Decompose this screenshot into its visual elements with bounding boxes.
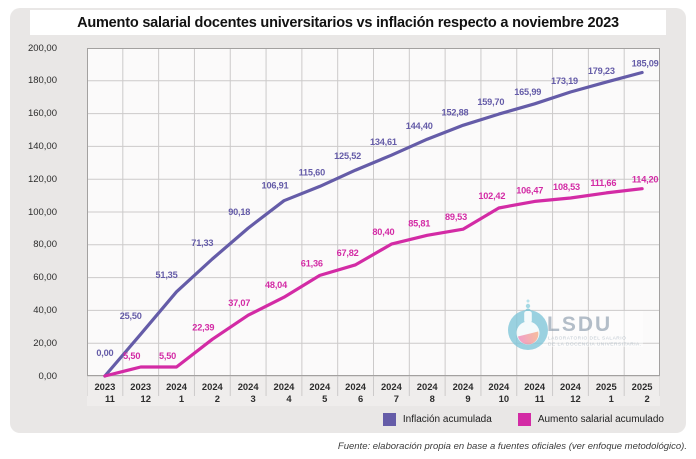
legend-item-salary: Aumento salarial acumulado [517, 412, 664, 426]
x-axis-tick-label: 2024 5 [309, 381, 331, 404]
data-label: 111,66 [590, 178, 616, 188]
salary-swatch-icon [517, 412, 531, 426]
x-axis-tick-label: 2024 7 [381, 381, 403, 404]
legend: Inflación acumulada Aumento salarial acu… [382, 410, 664, 428]
x-axis-tick-label: 2025 2 [632, 381, 653, 404]
legend-label-inflation: Inflación acumulada [402, 413, 492, 425]
plot-border [87, 48, 660, 376]
data-label: 125,52 [334, 151, 361, 161]
y-axis-tick-label: 80,00 [33, 239, 57, 251]
source-note: Fuente: elaboración propia en base a fue… [337, 441, 687, 452]
y-axis-tick-label: 120,00 [27, 173, 57, 185]
x-axis-tick-label: 2024 3 [238, 381, 260, 404]
data-label: 165,99 [514, 87, 541, 97]
page-title: Aumento salarial docentes universitarios… [77, 14, 619, 31]
data-label: 80,40 [372, 227, 394, 237]
data-label: 89,53 [445, 212, 467, 222]
data-label: 134,61 [370, 137, 397, 147]
data-label: 5,50 [123, 351, 140, 361]
data-label: 173,19 [551, 76, 578, 86]
data-label: 185,09 [632, 59, 659, 69]
data-label: 51,35 [156, 270, 178, 280]
data-label: 85,81 [408, 218, 430, 228]
chart-canvas: 2023 11 2023 12 2024 1 2024 2 2024 3 2024 4 2024 5 202… [87, 48, 660, 406]
lsdu-logo: LSDU LABORATORIO DEL SALARIO DE LA DOCEN… [508, 299, 643, 350]
data-label: 71,33 [191, 238, 213, 248]
y-axis-tick-label: 60,00 [33, 272, 57, 284]
legend-label-salary: Aumento salarial acumulado [537, 413, 664, 425]
x-axis-tick-label: 2023 11 [94, 381, 115, 404]
y-axis-tick-label: 40,00 [33, 304, 57, 316]
data-label: 102,42 [478, 191, 505, 201]
data-labels-inflation: 0,00 25,50 51,35 71,33 90,18 106,91 115,60 125,… [96, 59, 658, 359]
x-axis: 2023 11 2023 12 2024 1 2024 2 2024 3 2024 4 2024 5 202… [94, 381, 652, 404]
data-label: 61,36 [301, 258, 323, 268]
gridlines [87, 48, 660, 396]
data-label: 114,20 [632, 175, 658, 185]
data-label: 106,91 [262, 181, 289, 191]
data-label: 5,50 [159, 351, 176, 361]
lsdu-acronym: LSDU [547, 313, 612, 336]
x-axis-tick-label: 2024 12 [560, 381, 582, 404]
lsdu-subtitle-line1: LABORATORIO DEL SALARIO [548, 336, 626, 342]
data-label: 37,07 [228, 298, 250, 308]
y-axis: 0,00 20,00 40,00 60,00 80,00 100,00 120,00 140,… [10, 0, 57, 433]
data-labels-salary: 5,50 5,50 22,39 37,07 48,04 61,36 67,82 80,40 85… [123, 175, 658, 361]
x-axis-tick-label: 2024 9 [453, 381, 475, 404]
x-axis-tick-label: 2024 2 [202, 381, 224, 404]
x-axis-tick-label: 2023 12 [130, 381, 151, 404]
y-axis-tick-label: 100,00 [27, 206, 57, 218]
data-label: 106,47 [516, 185, 543, 195]
data-label: 179,23 [588, 66, 615, 76]
data-label: 115,60 [299, 167, 325, 177]
inflation-line [103, 70, 644, 378]
flask-icon [508, 299, 548, 350]
salary-line [103, 187, 644, 378]
watermark-backdrop [543, 311, 643, 347]
lsdu-subtitle-line2: DE LA DOCENCIA UNIVERSITARIA. [548, 342, 642, 348]
y-axis-tick-label: 200,00 [27, 42, 57, 54]
x-axis-tick-label: 2024 6 [345, 381, 367, 404]
data-label: 108,53 [553, 182, 580, 192]
inflation-swatch-icon [382, 412, 396, 426]
x-axis-tick-label: 2024 1 [166, 381, 188, 404]
data-label: 48,04 [265, 280, 288, 290]
y-axis-tick-label: 0,00 [38, 370, 58, 382]
data-label: 22,39 [192, 322, 214, 332]
y-axis-tick-label: 180,00 [27, 75, 57, 87]
data-label: 152,88 [442, 107, 469, 117]
y-axis-tick-label: 160,00 [27, 108, 57, 120]
y-axis-tick-label: 20,00 [33, 337, 57, 349]
data-label: 25,50 [120, 311, 142, 321]
x-axis-tick-label: 2025 1 [596, 381, 617, 404]
x-axis-tick-label: 2024 8 [417, 381, 439, 404]
data-label: 144,40 [406, 121, 433, 131]
data-label: 67,82 [337, 248, 359, 258]
data-label: 90,18 [228, 207, 250, 217]
data-label: 0,00 [96, 348, 113, 358]
x-axis-tick-label: 2024 11 [524, 381, 546, 404]
x-axis-tick-label: 2024 4 [274, 381, 296, 404]
title-bar: Aumento salarial docentes universitarios… [30, 10, 666, 35]
legend-item-inflation: Inflación acumulada [382, 412, 492, 426]
x-axis-tick-label: 2024 10 [488, 381, 510, 404]
y-axis-tick-label: 140,00 [27, 140, 57, 152]
data-label: 159,70 [477, 97, 504, 107]
